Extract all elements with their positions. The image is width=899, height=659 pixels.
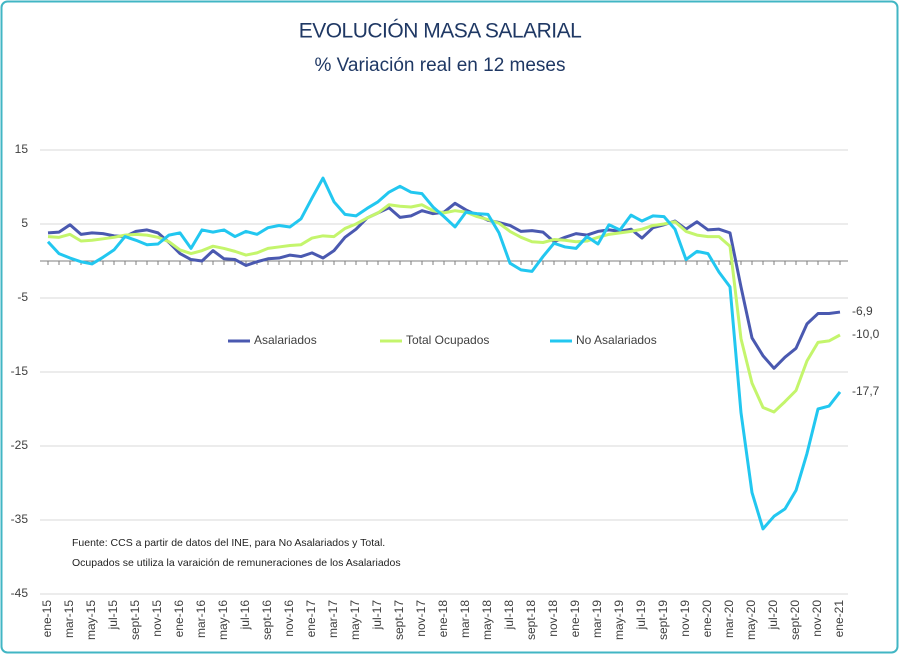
legend-label: Total Ocupados: [406, 333, 489, 347]
x-tick-label: nov-20: [810, 600, 824, 637]
chart-subtitle: % Variación real en 12 meses: [315, 55, 566, 76]
y-tick-label: -35: [11, 512, 29, 526]
x-tick-label: sept-17: [392, 600, 406, 640]
x-tick-label: may-18: [480, 600, 494, 640]
x-tick-label: nov-15: [150, 600, 164, 637]
series-line: [47, 203, 841, 414]
x-tick-label: sept-19: [656, 600, 670, 640]
y-tick-label: -45: [11, 586, 29, 600]
x-tick-label: jul-15: [106, 600, 120, 631]
x-tick-label: nov-17: [414, 600, 428, 637]
x-tick-label: ene-20: [700, 600, 714, 638]
y-tick-label: 15: [15, 142, 29, 156]
data-label: -10,0: [852, 327, 880, 341]
x-tick-label: sept-18: [524, 600, 538, 640]
x-tick-label: mar-20: [722, 600, 736, 638]
x-tick-label: may-17: [348, 600, 362, 640]
x-tick-label: ene-17: [304, 600, 318, 638]
x-tick-label: may-20: [744, 600, 758, 640]
x-tick-label: nov-16: [282, 600, 296, 637]
x-tick-label: mar-15: [62, 600, 76, 638]
legend-label: Asalariados: [254, 333, 317, 347]
chart-title: EVOLUCIÓN MASA SALARIAL: [299, 20, 582, 43]
x-tick-label: ene-19: [568, 600, 582, 638]
data-label: -17,7: [852, 384, 880, 398]
x-tick-label: may-15: [84, 600, 98, 640]
x-tick-label: may-19: [612, 600, 626, 640]
y-tick-label: -25: [11, 438, 29, 452]
legend-label: No Asalariados: [576, 333, 657, 347]
source-note: Ocupados se utiliza la varaición de remu…: [72, 557, 401, 569]
x-tick-label: jul-18: [502, 600, 516, 631]
data-label: -6,9: [852, 304, 873, 318]
series-line: [46, 176, 842, 531]
x-tick-label: mar-18: [458, 600, 472, 638]
x-tick-label: may-16: [216, 600, 230, 640]
y-tick-label: 5: [21, 216, 28, 230]
x-tick-label: sept-16: [260, 600, 274, 640]
x-tick-label: mar-19: [590, 600, 604, 638]
x-tick-label: jul-19: [634, 600, 648, 631]
x-tick-label: jul-17: [370, 600, 384, 631]
source-note: Fuente: CCS a partir de datos del INE, p…: [72, 537, 385, 549]
x-tick-label: sept-15: [128, 600, 142, 640]
x-tick-label: jul-20: [766, 600, 780, 631]
x-tick-label: nov-18: [546, 600, 560, 637]
y-tick-label: -5: [17, 290, 28, 304]
x-tick-label: mar-17: [326, 600, 340, 638]
x-tick-label: ene-15: [40, 600, 54, 638]
x-tick-label: jul-16: [238, 600, 252, 631]
x-tick-label: ene-21: [832, 600, 846, 638]
x-tick-label: nov-19: [678, 600, 692, 637]
x-tick-label: ene-18: [436, 600, 450, 638]
x-tick-label: sept-20: [788, 600, 802, 640]
x-tick-label: ene-16: [172, 600, 186, 638]
x-tick-label: mar-16: [194, 600, 208, 638]
y-tick-label: -15: [11, 364, 29, 378]
